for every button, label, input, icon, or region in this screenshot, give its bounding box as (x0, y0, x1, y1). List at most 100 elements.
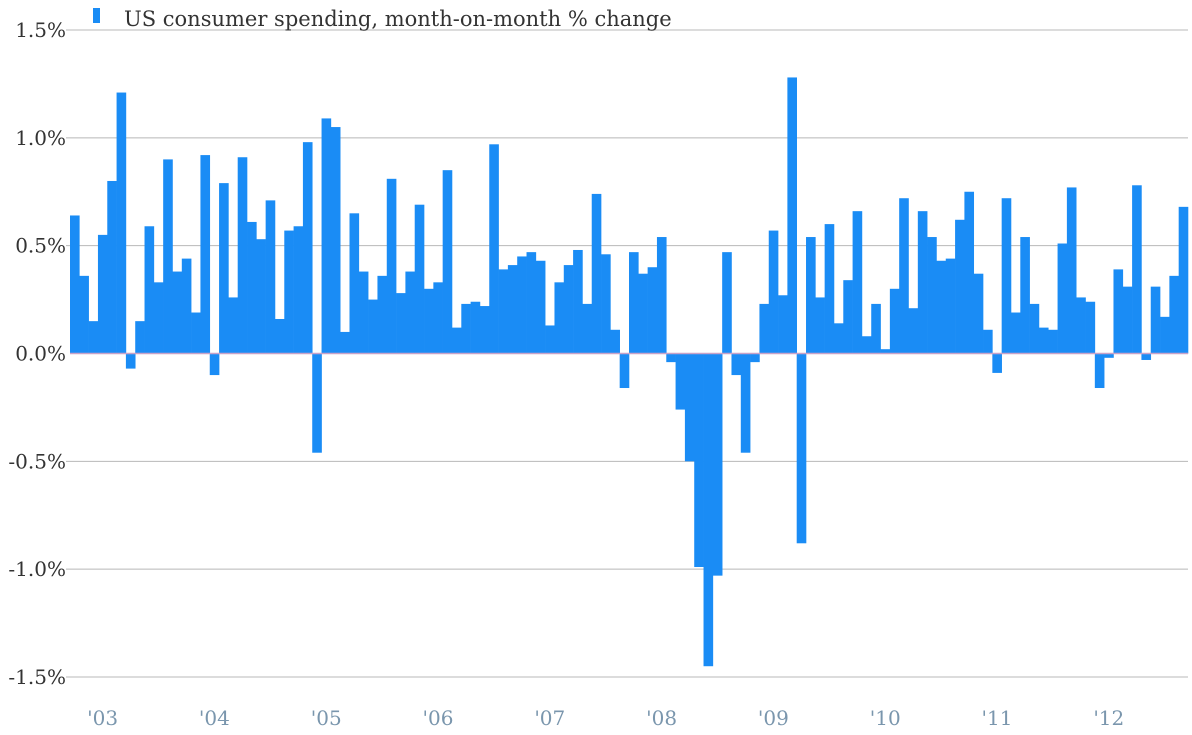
bar (656, 237, 667, 354)
y-tick-label: 0.0% (15, 342, 66, 366)
bar (629, 252, 639, 354)
bar (498, 269, 509, 354)
bar (1122, 286, 1133, 354)
bar (1085, 301, 1096, 354)
bar (386, 178, 397, 354)
bar (358, 271, 369, 354)
bar (256, 239, 266, 354)
bar (1057, 243, 1068, 354)
bar (461, 303, 471, 354)
bar (861, 336, 872, 354)
bar (1020, 237, 1030, 354)
bar (675, 353, 686, 410)
y-tick-label: 0.5% (15, 234, 66, 258)
bar (200, 155, 211, 354)
bar (219, 183, 229, 354)
bar (1178, 206, 1189, 354)
bars (70, 77, 1189, 667)
bar (647, 267, 658, 354)
bar (144, 226, 155, 354)
bar (70, 215, 80, 354)
x-tick-label: '05 (311, 706, 342, 730)
bar (1038, 327, 1049, 354)
bar (554, 282, 565, 354)
bar (451, 327, 462, 354)
bar (1132, 185, 1142, 354)
bar (507, 265, 518, 354)
bar (368, 299, 378, 354)
bar (349, 213, 360, 354)
x-tick-label: '12 (1093, 706, 1124, 730)
bar (88, 321, 99, 354)
bar (302, 142, 313, 354)
bar (936, 260, 947, 354)
bar (1001, 198, 1012, 354)
bar (433, 282, 443, 354)
bar (601, 254, 611, 354)
bar (312, 353, 322, 453)
x-tick-label: '10 (870, 706, 901, 730)
bar (945, 258, 956, 354)
bar (284, 230, 294, 354)
bar (545, 325, 555, 354)
bar (740, 353, 751, 453)
bar (1113, 269, 1124, 354)
bar (973, 273, 984, 354)
bar (638, 273, 648, 354)
bar (1169, 275, 1179, 354)
bar (731, 353, 742, 376)
bar (181, 258, 192, 354)
bar (135, 321, 145, 354)
bar (163, 159, 173, 354)
bar (1029, 303, 1040, 354)
x-tick-label: '03 (87, 706, 118, 730)
x-tick-label: '07 (534, 706, 565, 730)
x-tick-label: '11 (982, 706, 1013, 730)
bar (293, 226, 304, 354)
bar (1048, 329, 1058, 354)
bar (778, 295, 788, 354)
bar (405, 271, 416, 354)
bar (321, 118, 332, 354)
bar (815, 297, 825, 354)
bar (1141, 353, 1152, 360)
bar (666, 353, 676, 363)
bar (97, 234, 108, 354)
bar (1066, 187, 1077, 354)
legend-label: US consumer spending, month-on-month % c… (124, 7, 672, 31)
bar (396, 293, 406, 354)
bar (703, 353, 714, 667)
bar (992, 353, 1002, 373)
y-axis-labels: 1.5% 1.0% 0.5% 0.0% -0.5% -1.0% -1.5% (8, 18, 66, 689)
bar (787, 77, 797, 354)
bar (582, 303, 593, 354)
x-tick-label: '06 (423, 706, 454, 730)
bar (470, 301, 481, 354)
bar (330, 127, 341, 354)
bar (79, 275, 89, 354)
bar (927, 237, 937, 354)
bar (899, 198, 909, 354)
bar (237, 157, 248, 354)
bar (191, 312, 201, 354)
bar (722, 252, 732, 354)
x-tick-label: '04 (199, 706, 230, 730)
bar (125, 353, 136, 369)
bar (1076, 297, 1086, 354)
bar (712, 353, 723, 576)
bar (209, 353, 220, 376)
bar (889, 288, 900, 354)
x-tick-label: '08 (646, 706, 677, 730)
bar (1104, 353, 1114, 358)
y-tick-label: 1.0% (15, 126, 66, 150)
bar (247, 221, 257, 354)
bar (274, 318, 285, 354)
bar (619, 353, 630, 389)
bar (153, 282, 164, 354)
bar (116, 92, 127, 354)
bar (833, 323, 844, 354)
bar (955, 219, 965, 354)
bar (796, 353, 807, 544)
bar (414, 204, 425, 354)
